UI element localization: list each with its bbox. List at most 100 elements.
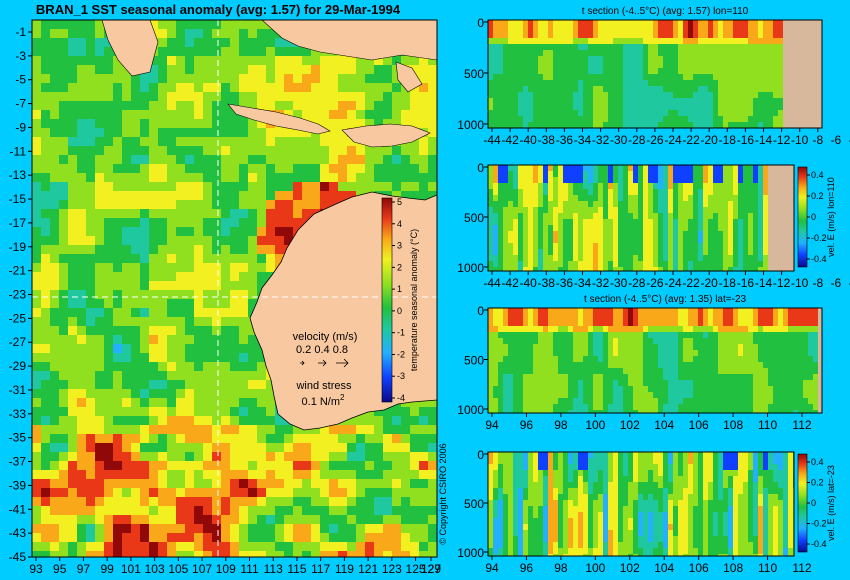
section-cell [708, 219, 714, 226]
section-cell [533, 98, 539, 105]
section-cell [508, 26, 514, 33]
sst-cell [194, 506, 204, 516]
section-cell [648, 86, 654, 93]
sst-cell [50, 308, 60, 318]
sst-cell [104, 353, 114, 363]
sst-cell [383, 452, 393, 462]
sst-cell [104, 299, 114, 309]
section-cell [588, 177, 594, 184]
section-cell [713, 50, 719, 57]
section-cell [668, 32, 674, 39]
section-cell [693, 171, 699, 178]
section-cell [548, 38, 554, 45]
section-cell [773, 122, 779, 128]
sst-cell [122, 317, 132, 327]
sst-cell [176, 209, 186, 219]
sst-cell [68, 281, 78, 291]
sst-cell [77, 200, 87, 210]
sst-cell [284, 83, 294, 93]
sst-cell [230, 119, 240, 129]
section-cell [573, 26, 579, 33]
section-cell [548, 207, 554, 214]
section-land-cell [818, 62, 822, 69]
section-cell [693, 68, 699, 75]
sst-cell [68, 362, 78, 372]
sst-cell [410, 137, 420, 147]
sst-cell [32, 452, 42, 462]
section-cell [648, 68, 654, 75]
section-cell [598, 68, 604, 75]
section-land-cell [788, 92, 794, 99]
section-cell [558, 165, 564, 172]
section-cell [528, 86, 534, 93]
sst-cell [95, 353, 105, 363]
section-cell [648, 62, 654, 69]
section-cell [598, 195, 604, 202]
sst-cell [338, 65, 348, 75]
section-cell [593, 177, 599, 184]
section-cell [703, 231, 709, 238]
section-cell [593, 92, 599, 99]
section-cell [703, 110, 709, 117]
section-cell [713, 62, 719, 69]
sst-cell [122, 119, 132, 129]
sst-cell [59, 92, 69, 102]
section-cell [553, 110, 559, 117]
section-cell [598, 213, 604, 220]
sst-cell [95, 236, 105, 246]
section-cell [568, 122, 574, 128]
section-cell [533, 201, 539, 208]
sst-cell [77, 443, 87, 453]
sst-cell [221, 479, 231, 489]
sst-cell [86, 425, 96, 435]
section-cell [558, 86, 564, 93]
section-cell [713, 74, 719, 81]
sst-cell [203, 389, 213, 399]
section-cell [733, 183, 739, 190]
section-cell [763, 32, 769, 39]
sst-cell [104, 137, 114, 147]
sst-cell [428, 101, 437, 111]
section-cell [763, 122, 769, 128]
section-cell [688, 62, 694, 69]
section-cell [538, 213, 544, 220]
sst-cell [86, 416, 96, 426]
sst-cell [239, 389, 249, 399]
sst-cell [68, 182, 78, 192]
section-cell [553, 201, 559, 208]
section-cell [638, 38, 644, 45]
sst-cell [266, 533, 276, 543]
sst-cell [41, 353, 51, 363]
sst-cell [185, 425, 195, 435]
section-cell [538, 98, 544, 105]
section-cell [513, 44, 519, 51]
section-land-cell [793, 20, 799, 27]
section-cell [523, 38, 529, 45]
section-cell [543, 80, 549, 87]
section-cell [588, 225, 594, 232]
section-cell [613, 104, 619, 111]
section-cell [493, 231, 499, 238]
sst-cell [167, 128, 177, 138]
section-cell [733, 171, 739, 178]
sst-cell [401, 407, 411, 417]
sst-cell [302, 101, 312, 111]
section-cell [738, 201, 744, 208]
section-cell [588, 213, 594, 220]
sst-cell [68, 65, 78, 75]
section-cell [588, 74, 594, 81]
section-cell [588, 32, 594, 39]
sst-cell [32, 272, 42, 282]
sst-cell [95, 245, 105, 255]
section-cell [613, 86, 619, 93]
sst-cell [419, 155, 429, 165]
section-cell [598, 92, 604, 99]
sst-cell [185, 65, 195, 75]
section-cell [488, 171, 494, 178]
section-cell [673, 171, 679, 178]
section-cell [623, 195, 629, 202]
sst-cell [140, 146, 150, 156]
sst-cell [374, 416, 384, 426]
sst-cell [392, 452, 402, 462]
sst-cell [68, 155, 78, 165]
